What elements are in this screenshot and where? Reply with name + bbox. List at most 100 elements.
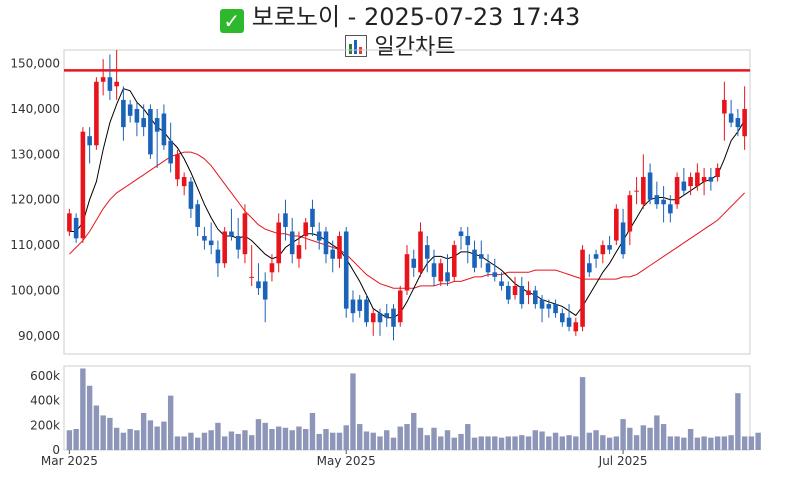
volume-bar — [579, 377, 586, 450]
volume-bar — [552, 432, 559, 450]
volume-bar — [627, 427, 633, 450]
candle-body — [148, 108, 153, 155]
volume-bar — [755, 432, 761, 450]
volume-bar — [248, 435, 255, 450]
candle-body — [235, 236, 241, 250]
volume-bar — [424, 435, 430, 450]
volume-bar — [546, 436, 552, 450]
candle-body — [80, 131, 86, 239]
candle-body — [127, 104, 133, 116]
volume-bar — [107, 417, 113, 450]
chart-subtitle: 일간차트 — [0, 34, 800, 62]
volume-bar — [741, 436, 748, 450]
x-tick-label: Mar 2025 — [41, 454, 98, 468]
volume-bar — [330, 432, 336, 450]
candle-body — [215, 249, 221, 264]
candle-body — [195, 204, 200, 227]
candle-body — [256, 281, 261, 289]
x-tick-label: Jul 2025 — [598, 454, 648, 468]
volume-bar — [613, 436, 620, 450]
volume-bar — [512, 436, 518, 450]
volume-bar — [262, 422, 268, 450]
volume-bar — [451, 437, 457, 450]
volume-bar — [154, 426, 160, 450]
candle-body — [593, 254, 599, 259]
volume-bar — [228, 431, 235, 450]
volume-bar — [701, 436, 707, 450]
volume-bar — [728, 435, 734, 450]
candle-body — [310, 208, 315, 227]
price-tick-label: 140,000 — [10, 102, 60, 116]
volume-bar — [620, 419, 626, 450]
candle-body — [114, 81, 119, 87]
volume-bar — [377, 436, 383, 450]
candle-body — [607, 245, 612, 250]
candle-body — [465, 236, 471, 246]
price-tick-label: 100,000 — [10, 283, 60, 297]
candle-body — [424, 245, 430, 259]
candle-body — [708, 177, 714, 182]
volume-bar — [687, 429, 694, 450]
candle-body — [350, 299, 356, 314]
candle-body — [641, 177, 646, 205]
volume-bar — [404, 424, 410, 450]
candle-body — [94, 81, 99, 146]
candle-body — [587, 263, 592, 273]
volume-bar — [559, 436, 566, 450]
volume-bar — [296, 426, 302, 450]
volume-bar — [478, 436, 484, 450]
candle-body — [87, 136, 92, 146]
volume-bar — [174, 436, 181, 450]
candle-body — [343, 231, 349, 309]
volume-bar — [654, 415, 660, 450]
price-tick-label: 90,000 — [18, 329, 60, 343]
volume-bar — [660, 424, 667, 450]
candle-body — [330, 249, 336, 259]
candle-body — [715, 167, 720, 178]
volume-bar — [93, 405, 100, 450]
volume-bar — [566, 435, 572, 450]
candle-body — [181, 177, 187, 187]
volume-tick-label: 0 — [52, 443, 60, 457]
volume-bar — [465, 424, 471, 450]
candle-body — [175, 154, 180, 180]
volume-bar — [73, 429, 79, 450]
candle-body — [728, 113, 734, 123]
volume-bar — [586, 432, 593, 450]
volume-bar — [188, 432, 194, 450]
volume-bar — [411, 412, 417, 450]
volume-bar — [221, 436, 228, 450]
candle-body — [377, 313, 383, 323]
candle-body — [620, 222, 626, 255]
volume-bar — [242, 430, 248, 450]
candle-body — [614, 208, 619, 241]
volume-bar — [539, 431, 545, 450]
x-tick-label: May 2025 — [317, 454, 376, 468]
volume-bar — [647, 427, 653, 450]
volume-bar — [255, 419, 262, 450]
volume-bar — [80, 368, 86, 450]
volume-bar — [600, 435, 606, 450]
candle-body — [141, 118, 146, 128]
candle-body — [661, 199, 666, 205]
candle-body — [499, 281, 504, 286]
price-panel-frame — [63, 49, 751, 355]
candle-body — [634, 190, 639, 192]
candle-body — [229, 231, 234, 237]
check-mark-icon: ✓ — [219, 9, 244, 33]
candle-body — [391, 308, 396, 327]
volume-tick-label: 400k — [30, 394, 60, 408]
candle-body — [188, 181, 194, 209]
price-tick-label: 110,000 — [10, 238, 60, 252]
candle-body — [384, 313, 390, 318]
volume-bar — [714, 436, 721, 450]
volume-bar — [458, 433, 464, 450]
price-tick-label: 120,000 — [10, 193, 60, 207]
volume-bar — [498, 437, 505, 450]
candle-body — [492, 272, 498, 277]
volume-bar — [208, 430, 214, 450]
candle-body — [519, 285, 525, 305]
candle-body — [512, 285, 518, 296]
volume-bar — [276, 426, 282, 450]
candle-body — [397, 290, 403, 323]
